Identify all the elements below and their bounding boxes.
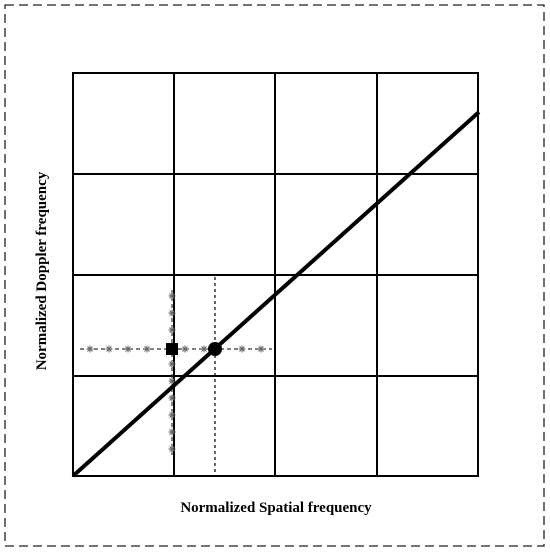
star-markers [86,292,265,453]
star [168,445,176,453]
circle-marker [208,342,222,356]
star [181,345,189,353]
star [168,292,176,300]
star [168,428,176,436]
star [168,309,176,317]
star [168,326,176,334]
star [143,345,151,353]
x-axis-label: Normalized Spatial frequency [180,500,372,516]
star [257,345,265,353]
star [168,394,176,402]
star [86,345,94,353]
y-axis-label: Normalized Doppler frequency [34,171,50,370]
grid [72,72,479,477]
dashed-frame [4,4,545,547]
star [200,345,208,353]
star [124,345,132,353]
star [168,377,176,385]
star [105,345,113,353]
square-marker [166,343,178,355]
diagonal-line [71,110,481,478]
star [168,411,176,419]
star [168,360,176,368]
star [238,345,246,353]
